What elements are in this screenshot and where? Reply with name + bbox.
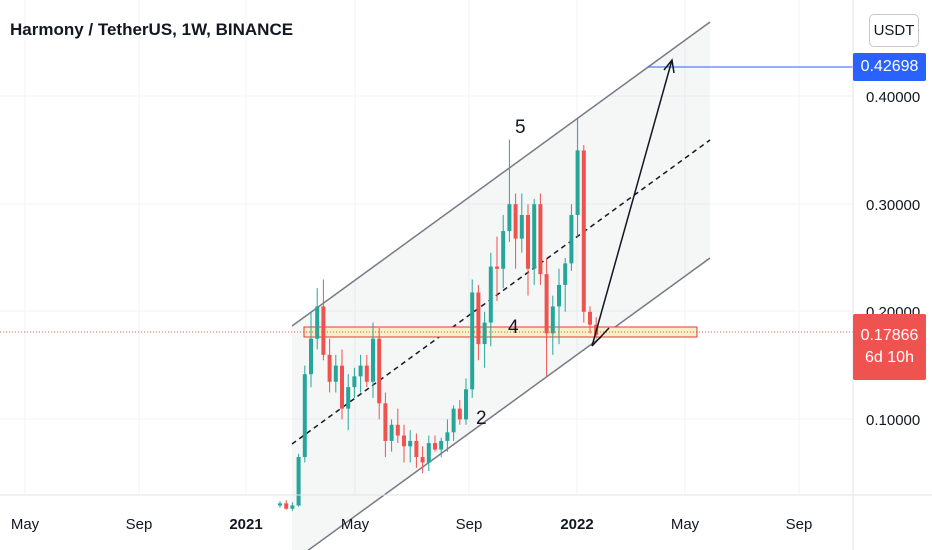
candle-body xyxy=(457,408,462,420)
candle-body xyxy=(451,408,456,433)
candle-body xyxy=(296,457,301,506)
candle-body xyxy=(340,365,344,409)
candle-body xyxy=(538,204,543,275)
time-axis[interactable]: May Sep 2021 May Sep 2022 May Sep xyxy=(11,516,813,533)
candle-body xyxy=(302,374,307,458)
candle-body xyxy=(321,306,326,355)
candle-body xyxy=(532,204,537,269)
x-tick-label: 2021 xyxy=(229,516,262,533)
candle-body xyxy=(402,435,406,447)
candle-body xyxy=(581,150,586,312)
candle-body xyxy=(513,204,518,239)
candle-body xyxy=(346,387,351,409)
x-tick-label: 2022 xyxy=(560,516,593,533)
wave-label-4: 4 xyxy=(508,317,519,338)
y-tick-label: 0.30000 xyxy=(866,197,920,214)
candle-body xyxy=(445,432,450,441)
candle-body xyxy=(526,214,530,269)
candle-body xyxy=(557,284,561,307)
target-price-badge: 0.42698 xyxy=(853,53,926,81)
y-tick-label: 0.40000 xyxy=(866,89,920,106)
candle-body xyxy=(364,365,369,382)
candle-body xyxy=(389,424,394,441)
candle-body xyxy=(358,365,363,377)
candle-body xyxy=(588,311,592,325)
candle-body xyxy=(371,338,375,382)
candles xyxy=(278,118,599,511)
x-tick-label: May xyxy=(671,516,700,533)
candle-body xyxy=(507,204,512,232)
candle-body xyxy=(575,150,580,215)
candle-body xyxy=(333,365,338,382)
candle-body xyxy=(470,292,475,390)
candle-body xyxy=(284,503,289,509)
candle-body xyxy=(495,266,499,269)
x-tick-label: May xyxy=(11,516,40,533)
candle-body xyxy=(433,443,437,450)
candle-body xyxy=(439,440,444,450)
candle-body xyxy=(408,440,413,447)
candle-body xyxy=(420,457,425,463)
current-price-label: 0.17866 xyxy=(860,327,919,344)
symbol-title[interactable]: Harmony / TetherUS, 1W, BINANCE xyxy=(10,20,294,39)
support-zone[interactable] xyxy=(303,326,698,338)
candle-body xyxy=(464,389,468,420)
x-tick-label: Sep xyxy=(456,516,483,533)
candle-body xyxy=(569,214,574,264)
candle-body xyxy=(519,214,524,239)
candle-body xyxy=(544,274,549,334)
x-tick-label: Sep xyxy=(786,516,813,533)
candle-body xyxy=(414,440,419,458)
candle-body xyxy=(309,338,313,375)
candle-body xyxy=(501,231,506,269)
candle-body xyxy=(278,503,282,506)
wave-label-2: 2 xyxy=(476,408,487,429)
candle-body xyxy=(488,266,493,323)
candle-body xyxy=(352,376,357,388)
candle-body xyxy=(476,292,481,345)
candle-body xyxy=(315,306,320,339)
candle-body xyxy=(290,505,295,509)
channel-fill xyxy=(292,22,710,550)
candle-body xyxy=(327,354,332,382)
wave-label-5: 5 xyxy=(515,117,526,138)
projection-arrow[interactable] xyxy=(591,58,675,347)
candle-body xyxy=(377,338,382,404)
channel-upper-line[interactable] xyxy=(291,21,711,327)
candle-body xyxy=(550,306,555,334)
candle-body xyxy=(426,443,431,463)
bar-countdown-label: 6d 10h xyxy=(865,349,914,366)
candle-body xyxy=(383,403,388,441)
y-tick-label: 0.10000 xyxy=(866,412,920,429)
channel-lower-line[interactable] xyxy=(292,257,711,550)
x-tick-label: Sep xyxy=(126,516,153,533)
x-tick-label: May xyxy=(341,516,370,533)
currency-button[interactable]: USDT xyxy=(869,14,919,47)
candle-body xyxy=(482,322,487,345)
candle-body xyxy=(395,424,400,436)
channel-drawing[interactable] xyxy=(291,21,711,550)
grid xyxy=(0,0,853,495)
candle-body xyxy=(563,263,568,285)
current-price-badge: 0.17866 6d 10h xyxy=(853,314,926,380)
